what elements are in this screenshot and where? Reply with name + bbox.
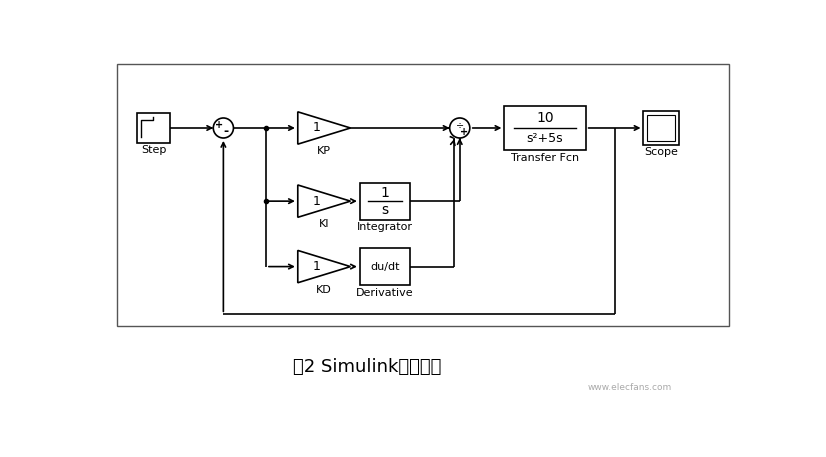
Text: Scope: Scope xyxy=(644,147,678,157)
Text: 10: 10 xyxy=(536,111,553,125)
Text: s²+5s: s²+5s xyxy=(527,132,563,144)
Text: 1: 1 xyxy=(312,260,320,273)
Text: -: - xyxy=(223,125,228,138)
Text: +: + xyxy=(459,127,468,137)
Text: ÷: ÷ xyxy=(456,120,464,130)
Bar xyxy=(643,111,679,145)
Text: du/dt: du/dt xyxy=(370,261,400,271)
Text: Step: Step xyxy=(141,145,166,155)
Bar xyxy=(648,115,675,141)
Text: 1: 1 xyxy=(312,122,320,134)
Text: 1: 1 xyxy=(381,186,389,201)
Bar xyxy=(117,64,729,326)
Bar xyxy=(137,112,170,143)
Text: Transfer Fcn: Transfer Fcn xyxy=(511,153,579,163)
Circle shape xyxy=(213,118,234,138)
Bar xyxy=(360,183,411,220)
Bar xyxy=(505,106,586,150)
Text: s: s xyxy=(382,202,388,217)
Text: +: + xyxy=(216,120,224,130)
Text: Derivative: Derivative xyxy=(356,288,414,298)
Text: www.elecfans.com: www.elecfans.com xyxy=(588,383,672,392)
Bar xyxy=(360,248,411,285)
Text: 图2 Simulink仿真建模: 图2 Simulink仿真建模 xyxy=(292,358,441,376)
Circle shape xyxy=(449,118,470,138)
Text: 1: 1 xyxy=(312,195,320,207)
Text: Integrator: Integrator xyxy=(357,222,413,232)
Text: KI: KI xyxy=(319,219,330,229)
Polygon shape xyxy=(298,185,350,218)
Polygon shape xyxy=(298,112,350,144)
Text: KP: KP xyxy=(317,146,331,156)
Polygon shape xyxy=(298,250,350,283)
Text: KD: KD xyxy=(316,285,332,295)
